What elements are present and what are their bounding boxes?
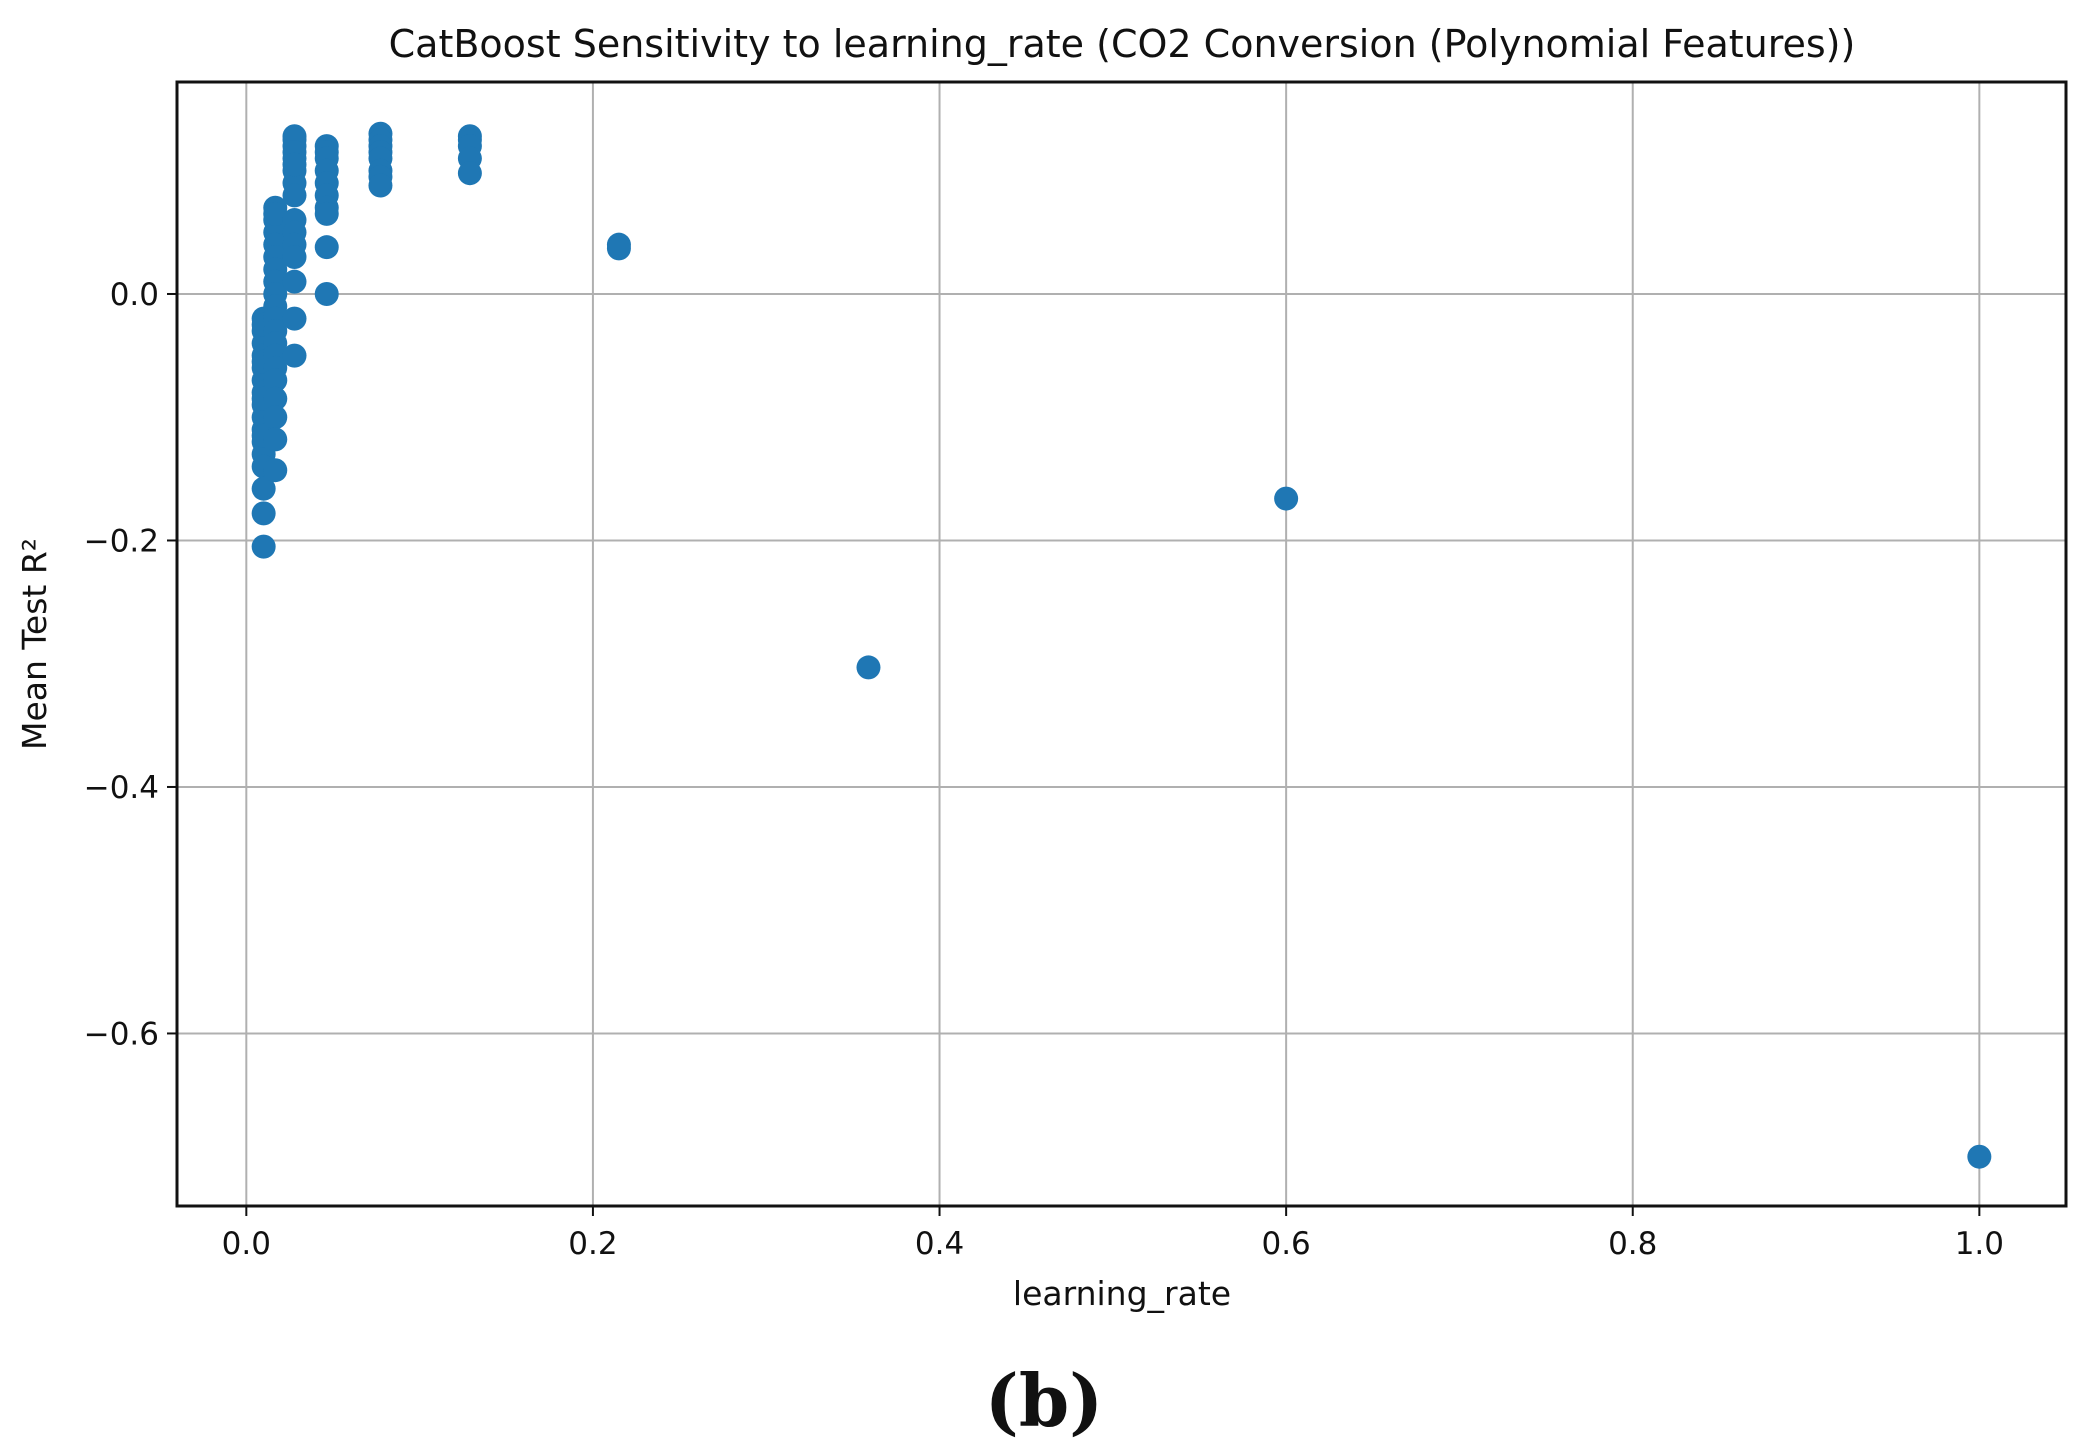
data-point <box>282 306 307 331</box>
data-point <box>282 269 307 294</box>
grid-lines <box>177 82 2066 1206</box>
y-axis-label: Mean Test R² <box>15 538 54 750</box>
data-point <box>368 173 393 198</box>
data-point <box>606 236 631 261</box>
data-point <box>263 201 288 226</box>
data-point <box>314 235 339 260</box>
data-point <box>1967 1144 1992 1169</box>
data-point <box>251 476 276 501</box>
figure-caption: (b) <box>985 1358 1103 1443</box>
data-point <box>457 161 482 186</box>
data-point <box>282 245 307 270</box>
y-axis: 0.0 −0.2 −0.4 −0.6 <box>84 277 177 1052</box>
x-tick-label: 0.0 <box>222 1226 271 1262</box>
data-point <box>314 281 339 306</box>
data-point <box>263 386 288 411</box>
data-point <box>282 152 307 177</box>
plot-area <box>175 80 2068 1208</box>
data-point <box>1274 486 1299 511</box>
y-tick-label: −0.2 <box>84 523 159 559</box>
data-point <box>263 427 288 452</box>
x-tick-label: 1.0 <box>1955 1226 2004 1262</box>
data-point <box>856 655 881 680</box>
x-tick-label: 0.8 <box>1608 1226 1657 1262</box>
scatter-points <box>251 121 1992 1169</box>
x-axis-label: learning_rate <box>1013 1274 1231 1313</box>
y-tick-label: 0.0 <box>110 277 159 313</box>
y-tick-label: −0.6 <box>84 1016 159 1052</box>
x-tick-label: 0.2 <box>568 1226 617 1262</box>
x-tick-label: 0.4 <box>915 1226 964 1262</box>
data-point <box>282 183 307 208</box>
data-point <box>314 201 339 226</box>
data-point <box>282 343 307 368</box>
y-tick-label: −0.4 <box>84 770 159 806</box>
data-point <box>263 368 288 393</box>
data-point <box>251 534 276 559</box>
x-axis: 0.0 0.2 0.4 0.6 0.8 1.0 <box>222 1206 2004 1262</box>
chart-title: CatBoost Sensitivity to learning_rate (C… <box>389 22 1856 66</box>
data-point <box>251 501 276 526</box>
data-point <box>263 458 288 483</box>
x-tick-label: 0.6 <box>1261 1226 1310 1262</box>
data-point <box>263 405 288 430</box>
